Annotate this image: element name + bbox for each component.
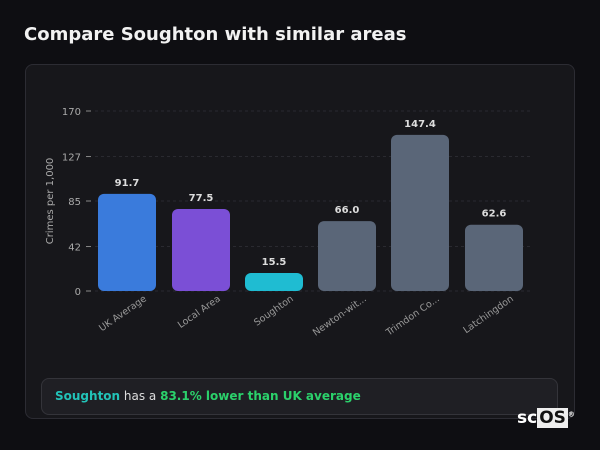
logo-mark: ® — [567, 410, 575, 419]
insight-highlight: 83.1% lower than UK average — [160, 389, 361, 403]
bar — [98, 193, 156, 291]
data-label: 77.5 — [189, 193, 214, 204]
x-tick-label: Newton-wit... — [311, 293, 369, 338]
data-label: 62.6 — [482, 209, 507, 220]
y-axis-label: Crimes per 1,000 — [45, 158, 56, 245]
x-tick-label: Local Area — [176, 293, 223, 330]
data-label: 15.5 — [262, 257, 287, 268]
logo-suffix: OS — [537, 408, 568, 428]
x-tick-label: Soughton — [252, 293, 296, 328]
scos-logo: sc OS ® — [517, 408, 575, 428]
data-label: 91.7 — [115, 178, 140, 189]
bar — [465, 224, 523, 291]
insight-box: Soughton has a 83.1% lower than UK avera… — [41, 378, 558, 415]
y-tick-label: 170 — [62, 107, 81, 118]
x-tick-label: Trimdon Co... — [383, 293, 441, 338]
y-tick-label: 85 — [68, 197, 81, 208]
y-tick-label: 42 — [68, 243, 81, 254]
bar — [172, 208, 230, 291]
x-tick-label: UK Average — [97, 293, 149, 334]
insight-text: has a — [120, 389, 161, 403]
bar — [318, 221, 376, 291]
data-label: 66.0 — [335, 205, 360, 216]
bar — [391, 134, 449, 291]
logo-prefix: sc — [517, 408, 538, 428]
data-label: 147.4 — [404, 119, 436, 130]
bar — [245, 273, 303, 291]
y-tick-label: 0 — [75, 287, 81, 298]
x-tick-label: Latchingdon — [461, 293, 515, 336]
page-title: Compare Soughton with similar areas — [24, 24, 407, 45]
y-tick-label: 127 — [62, 153, 81, 164]
insight-area: Soughton — [55, 389, 121, 403]
